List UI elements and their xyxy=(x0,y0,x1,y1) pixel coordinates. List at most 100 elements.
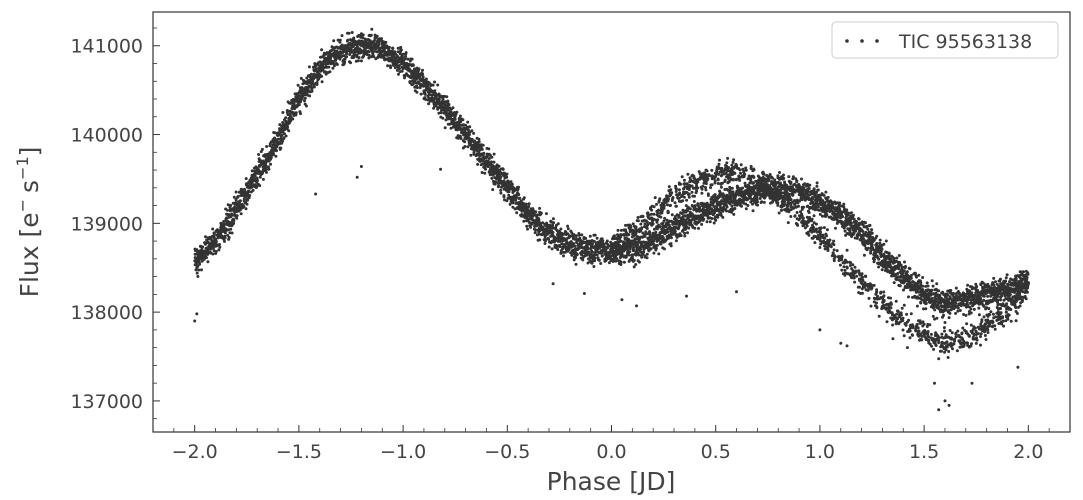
data-point xyxy=(683,231,687,235)
data-point xyxy=(782,176,786,180)
data-point xyxy=(787,175,791,179)
data-point xyxy=(445,95,449,99)
data-point xyxy=(441,97,445,101)
data-point xyxy=(760,200,764,204)
data-point xyxy=(359,59,363,63)
data-point xyxy=(815,184,819,188)
data-point xyxy=(600,254,604,258)
data-point xyxy=(214,250,218,253)
data-point xyxy=(258,175,262,179)
data-point xyxy=(411,82,415,86)
data-point xyxy=(406,57,410,61)
data-point xyxy=(477,140,481,144)
data-point xyxy=(463,140,467,144)
data-point xyxy=(281,111,285,114)
data-point xyxy=(645,252,649,256)
data-point xyxy=(286,125,290,129)
data-point xyxy=(296,83,300,87)
data-point xyxy=(226,208,229,212)
data-point xyxy=(673,229,677,233)
data-point xyxy=(459,137,463,140)
data-point xyxy=(272,141,276,145)
data-point xyxy=(489,160,493,164)
data-point xyxy=(573,244,577,248)
data-point xyxy=(441,116,445,120)
data-point xyxy=(868,223,872,227)
data-point xyxy=(238,199,242,203)
data-point xyxy=(851,213,855,217)
data-point xyxy=(196,275,200,278)
data-point xyxy=(294,113,298,117)
data-point xyxy=(239,212,243,216)
data-point xyxy=(282,136,286,140)
data-point xyxy=(325,51,329,55)
data-point xyxy=(492,152,496,156)
data-point xyxy=(931,297,934,300)
data-point xyxy=(443,126,447,130)
data-point xyxy=(436,83,440,87)
data-point xyxy=(593,259,597,263)
data-point xyxy=(698,205,702,209)
data-point xyxy=(756,200,759,204)
data-point xyxy=(593,233,597,237)
data-point xyxy=(872,258,876,262)
data-point xyxy=(714,218,718,222)
data-point xyxy=(320,74,324,78)
data-point xyxy=(309,72,313,76)
data-point xyxy=(518,196,522,200)
data-point xyxy=(355,53,359,57)
data-point xyxy=(404,55,407,59)
data-point xyxy=(251,188,255,192)
data-point xyxy=(480,171,484,174)
data-point xyxy=(415,86,419,90)
data-point xyxy=(267,167,271,171)
data-point xyxy=(825,213,829,217)
data-point xyxy=(949,289,953,292)
data-point xyxy=(218,245,222,249)
data-point xyxy=(657,252,661,256)
data-point xyxy=(843,229,847,233)
data-point xyxy=(480,147,484,151)
data-point xyxy=(218,243,221,246)
data-point xyxy=(214,240,218,243)
data-point xyxy=(992,276,996,280)
data-point xyxy=(852,232,856,235)
data-point xyxy=(297,103,301,107)
data-point xyxy=(573,249,577,253)
data-point xyxy=(312,85,316,89)
data-point xyxy=(338,38,342,42)
data-point xyxy=(538,206,542,210)
data-point xyxy=(931,284,935,288)
data-point xyxy=(497,164,501,168)
data-point xyxy=(455,110,459,114)
data-point xyxy=(380,37,383,41)
data-point xyxy=(643,232,647,236)
data-point xyxy=(517,193,521,197)
data-point xyxy=(324,72,328,76)
data-point xyxy=(264,168,268,172)
data-point xyxy=(862,253,866,257)
data-point xyxy=(658,225,662,229)
data-point xyxy=(200,259,204,263)
data-point xyxy=(566,227,570,231)
data-point xyxy=(396,46,400,50)
data-point xyxy=(870,228,874,232)
data-point xyxy=(595,253,599,257)
data-point xyxy=(408,80,412,84)
data-point xyxy=(822,193,826,197)
data-point xyxy=(902,269,906,273)
data-point xyxy=(921,276,925,279)
data-point xyxy=(242,205,246,209)
data-point xyxy=(244,207,248,211)
data-point xyxy=(469,153,473,157)
data-point xyxy=(948,295,952,299)
data-point xyxy=(260,172,264,176)
data-point xyxy=(273,131,277,135)
data-point xyxy=(243,187,246,191)
data-point xyxy=(588,234,592,238)
data-point xyxy=(311,80,315,84)
data-point xyxy=(467,133,471,137)
data-point xyxy=(508,202,512,206)
data-point xyxy=(529,225,533,229)
data-point xyxy=(279,137,283,141)
